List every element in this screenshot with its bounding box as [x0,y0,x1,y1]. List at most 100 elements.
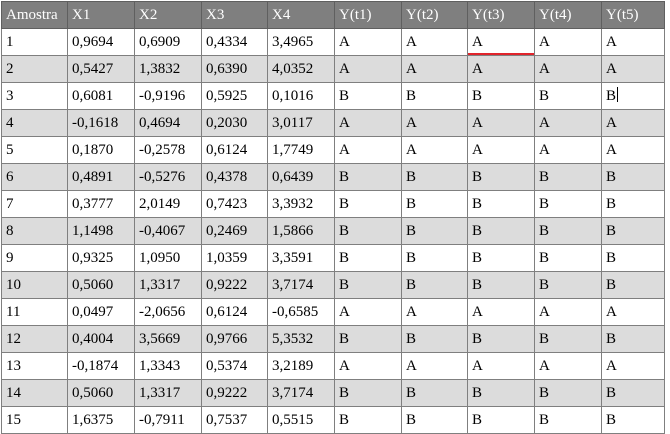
cell-x2[interactable]: -0,4067 [134,217,202,245]
cell-y-t1[interactable]: B [334,379,402,407]
cell-x4[interactable]: 3,0117 [267,109,335,137]
cell-x4[interactable]: 0,1016 [267,82,335,110]
cell-y-t5[interactable]: A [601,298,665,326]
cell-x4[interactable]: 3,3591 [267,244,335,272]
cell-y-t4[interactable]: B [534,271,602,299]
cell-y-t4[interactable]: B [534,82,602,110]
cell-amostra[interactable]: 12 [1,325,68,353]
cell-x2[interactable]: 1,3832 [134,55,202,83]
cell-y-t4[interactable]: B [534,325,602,353]
cell-y-t3[interactable]: A [467,352,535,380]
cell-y-t1[interactable]: A [334,352,402,380]
cell-x4[interactable]: 3,4965 [267,28,335,56]
cell-x1[interactable]: 0,5060 [67,271,135,299]
cell-y-t3[interactable]: B [467,244,535,272]
cell-x2[interactable]: 1,3317 [134,271,202,299]
cell-x1[interactable]: 0,4891 [67,163,135,191]
cell-x3[interactable]: 0,5925 [201,82,268,110]
cell-x1[interactable]: -0,1874 [67,352,135,380]
cell-y-t1[interactable]: A [334,136,402,164]
cell-x2[interactable]: 1,3343 [134,352,202,380]
cell-x1[interactable]: 0,1870 [67,136,135,164]
cell-x4[interactable]: 4,0352 [267,55,335,83]
cell-x4[interactable]: 0,5515 [267,406,335,434]
cell-y-t5[interactable]: A [601,109,665,137]
cell-y-t5[interactable]: B [601,379,665,407]
cell-x1[interactable]: 0,0497 [67,298,135,326]
cell-amostra[interactable]: 4 [1,109,68,137]
cell-x3[interactable]: 0,4378 [201,163,268,191]
cell-y-t2[interactable]: A [401,298,468,326]
cell-y-t4[interactable]: B [534,163,602,191]
cell-x1[interactable]: 0,3777 [67,190,135,218]
cell-x4[interactable]: 1,7749 [267,136,335,164]
cell-x3[interactable]: 0,4334 [201,28,268,56]
cell-y-t3[interactable]: A [467,136,535,164]
cell-y-t2[interactable]: B [401,379,468,407]
cell-y-t2[interactable]: A [401,109,468,137]
cell-y-t4[interactable]: A [534,352,602,380]
cell-y-t1[interactable]: B [334,163,402,191]
cell-x2[interactable]: 1,3317 [134,379,202,407]
cell-y-t4[interactable]: A [534,136,602,164]
cell-x1[interactable]: 1,6375 [67,406,135,434]
cell-y-t3[interactable]: B [467,190,535,218]
column-header-y-t1[interactable]: Y(t1) [334,1,402,29]
active-cell-y-t3[interactable]: A [467,28,535,56]
cell-amostra[interactable]: 3 [1,82,68,110]
cell-y-t3[interactable]: B [467,217,535,245]
cell-y-t3[interactable]: B [467,325,535,353]
cell-y-t5[interactable]: A [601,28,665,56]
cell-y-t2[interactable]: B [401,163,468,191]
cell-y-t1[interactable]: B [334,82,402,110]
cell-y-t5[interactable]: A [601,352,665,380]
cell-x2[interactable]: 1,0950 [134,244,202,272]
cell-y-t1[interactable]: A [334,298,402,326]
cell-x3[interactable]: 0,6390 [201,55,268,83]
cell-amostra[interactable]: 11 [1,298,68,326]
cell-x2[interactable]: -0,9196 [134,82,202,110]
cell-x2[interactable]: 0,4694 [134,109,202,137]
cell-y-t2[interactable]: A [401,352,468,380]
cell-y-t2[interactable]: B [401,406,468,434]
cell-y-t1[interactable]: B [334,406,402,434]
cell-y-t5[interactable]: A [601,55,665,83]
cell-x1[interactable]: 0,6081 [67,82,135,110]
cell-x4[interactable]: 3,3932 [267,190,335,218]
cell-amostra[interactable]: 13 [1,352,68,380]
cell-y-t5[interactable]: B [601,217,665,245]
cell-x2[interactable]: 2,0149 [134,190,202,218]
cell-y-t4[interactable]: B [534,217,602,245]
cell-y-t5[interactable]: B [601,163,665,191]
cell-x3[interactable]: 0,2030 [201,109,268,137]
cell-y-t1[interactable]: B [334,190,402,218]
cell-amostra[interactable]: 9 [1,244,68,272]
cell-y-t5[interactable]: B [601,271,665,299]
cell-amostra[interactable]: 7 [1,190,68,218]
cell-y-t2[interactable]: B [401,271,468,299]
cell-y-t4[interactable]: A [534,28,602,56]
cell-y-t4[interactable]: A [534,109,602,137]
cell-y-t4[interactable]: B [534,406,602,434]
column-header-y-t5[interactable]: Y(t5) [601,1,665,29]
cell-x3[interactable]: 0,6124 [201,298,268,326]
column-header-x3[interactable]: X3 [201,1,268,29]
cell-y-t5[interactable]: B [601,82,665,110]
cell-x4[interactable]: -0,6585 [267,298,335,326]
cell-x3[interactable]: 0,9222 [201,379,268,407]
cell-x1[interactable]: 0,9325 [67,244,135,272]
cell-amostra[interactable]: 14 [1,379,68,407]
cell-x4[interactable]: 3,2189 [267,352,335,380]
cell-y-t1[interactable]: B [334,271,402,299]
cell-y-t3[interactable]: B [467,82,535,110]
cell-y-t3[interactable]: A [467,55,535,83]
cell-x3[interactable]: 0,9766 [201,325,268,353]
cell-y-t4[interactable]: B [534,190,602,218]
cell-x4[interactable]: 3,7174 [267,379,335,407]
cell-y-t1[interactable]: A [334,28,402,56]
cell-x2[interactable]: -0,5276 [134,163,202,191]
cell-x3[interactable]: 0,6124 [201,136,268,164]
cell-y-t2[interactable]: B [401,217,468,245]
column-header-y-t2[interactable]: Y(t2) [401,1,468,29]
cell-x1[interactable]: 0,5060 [67,379,135,407]
